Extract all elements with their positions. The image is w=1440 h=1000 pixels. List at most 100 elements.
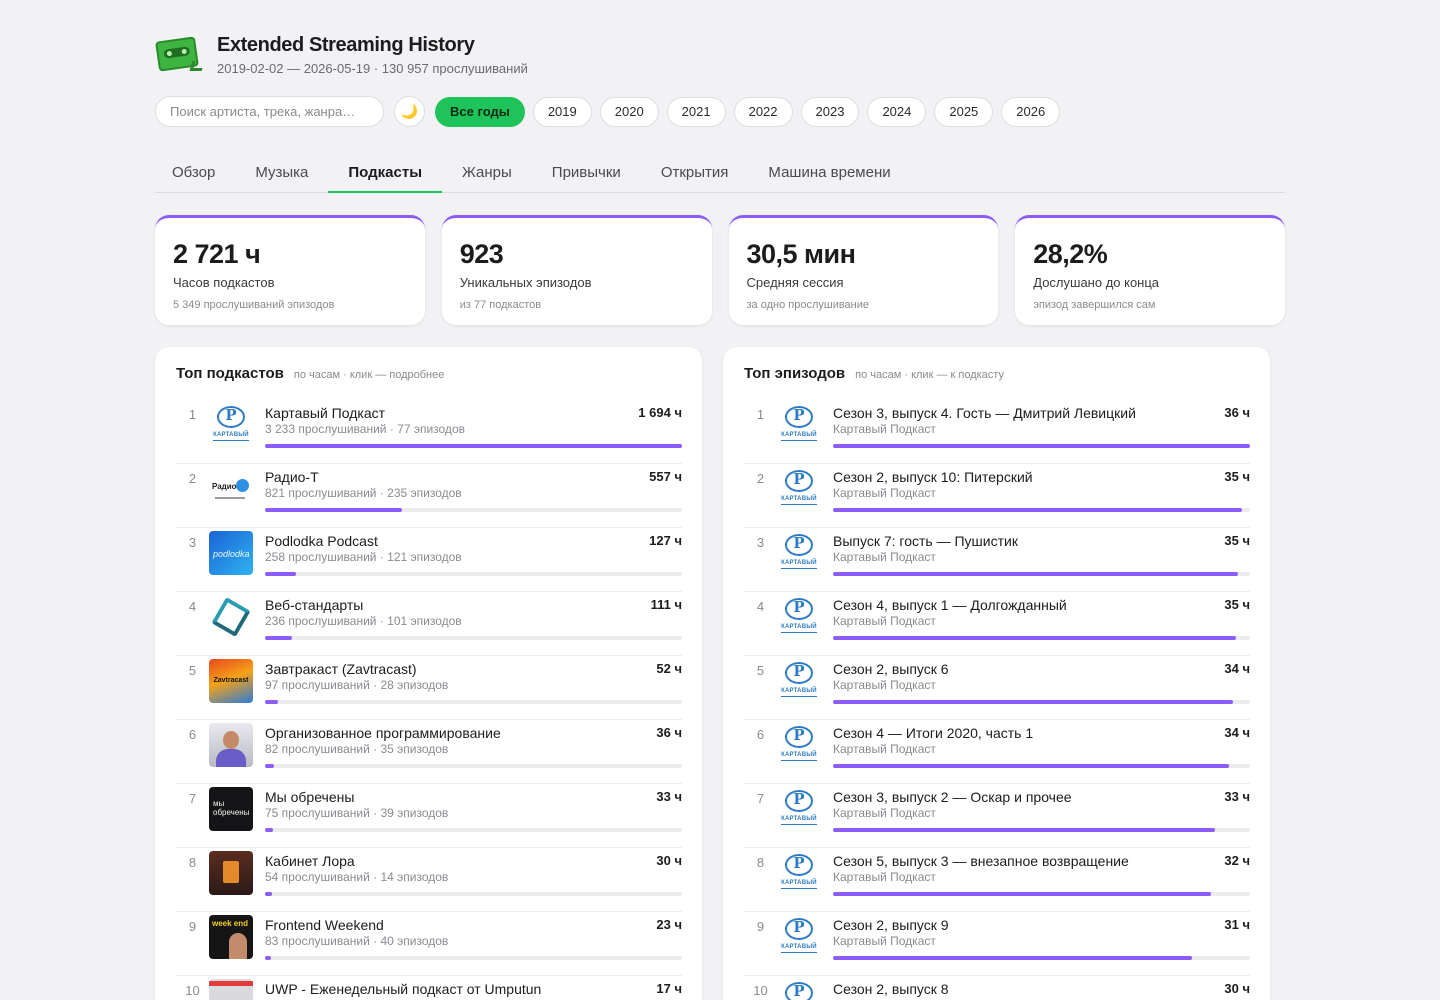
- row-hours: 17 ч: [656, 981, 682, 996]
- year-filter-pill[interactable]: 2024: [867, 96, 927, 127]
- row-hours: 36 ч: [1224, 405, 1250, 420]
- web-standards-cover-hex: [211, 597, 251, 637]
- podcast-row[interactable]: 8 Кабинет Лора 54 прослушиваний · 14 эпизо…: [176, 848, 682, 912]
- podcast-row[interactable]: 5 Zavtracast Завтракаст (Zavtracast) 97 про…: [176, 656, 682, 720]
- episode-row[interactable]: 8 P КАРТАВЫЙ Сезон 5, выпуск 3 — внезапное …: [744, 848, 1250, 912]
- row-info: Сезон 2, выпуск 9 Картавый Подкаст 31 ч: [833, 912, 1250, 975]
- kartavy-cover-ring: [785, 854, 813, 876]
- year-filter-pill[interactable]: 2022: [733, 96, 793, 127]
- year-filter-pill[interactable]: 2025: [934, 96, 994, 127]
- tab-item[interactable]: Музыка: [255, 163, 309, 181]
- kartavy-cover-ring: [785, 470, 813, 492]
- row-title: Сезон 3, выпуск 2 — Оскар и прочее: [833, 789, 1072, 805]
- hours-bar: [265, 892, 682, 896]
- row-info: Сезон 2, выпуск 10: Питерский Картавый По…: [833, 464, 1250, 527]
- hours-bar-fill: [833, 572, 1239, 576]
- row-hours: 35 ч: [1224, 597, 1250, 612]
- podcast-row[interactable]: 1 P КАРТАВЫЙ Картавый Подкаст 3 233 прослуши…: [176, 400, 682, 464]
- row-info: Выпуск 7: гость — Пушистик Картавый Подка…: [833, 528, 1250, 591]
- hours-bar: [265, 956, 682, 960]
- row-info: Сезон 3, выпуск 4. Гость — Дмитрий Левиц…: [833, 400, 1250, 463]
- rank-number: 5: [756, 663, 765, 678]
- kartavy-cover-icon: P КАРТАВЫЙ: [777, 915, 821, 959]
- year-filter-pill[interactable]: Все годы: [435, 96, 525, 127]
- episode-row[interactable]: 1 P КАРТАВЫЙ Сезон 3, выпуск 4. Гость — Дми…: [744, 400, 1250, 464]
- podcast-row[interactable]: 9 week end Frontend Weekend 83 прослушивани…: [176, 912, 682, 976]
- kartavy-cover-lbl: КАРТАВЫЙ: [781, 944, 817, 950]
- my-obrecheny-cover-icon: мы обречены: [209, 787, 253, 831]
- kartavy-cover-ring: [785, 406, 813, 428]
- year-filter-pill[interactable]: 2020: [599, 96, 659, 127]
- podcast-row[interactable]: 6 Организованное программирование 82 просл…: [176, 720, 682, 784]
- kartavy-cover-icon: P КАРТАВЫЙ: [777, 595, 821, 639]
- podcast-row[interactable]: 2 Радио Радио-Т 821 прослушиваний · 235 эпи…: [176, 464, 682, 528]
- row-title: Веб-стандарты: [265, 597, 364, 613]
- hours-bar-fill: [833, 828, 1216, 832]
- rank-number: 4: [188, 599, 197, 614]
- row-meta: Картавый Подкаст: [833, 550, 936, 564]
- row-meta: 83 прослушиваний · 40 эпизодов: [265, 934, 449, 948]
- row-info: Сезон 4, выпуск 1 — Долгожданный Картавый…: [833, 592, 1250, 655]
- year-filter-pill[interactable]: 2021: [666, 96, 726, 127]
- rank-number: 1: [756, 407, 765, 422]
- episode-row[interactable]: 2 P КАРТАВЫЙ Сезон 2, выпуск 10: Питерский К…: [744, 464, 1250, 528]
- rank-number: 9: [188, 919, 197, 934]
- my-obrecheny-cover-t: мы обречены: [213, 799, 250, 817]
- radio-t-cover-icon: Радио: [209, 467, 253, 511]
- rank-number: 10: [753, 983, 768, 998]
- hours-bar-fill: [265, 828, 274, 832]
- podcast-row[interactable]: 10 UWP - Еженедельный подкаст от Umputun 1…: [176, 976, 682, 1000]
- frontend-weekend-cover-t: week end: [212, 919, 249, 928]
- row-hours: 23 ч: [656, 917, 682, 932]
- kartavy-cover-lbl: КАРТАВЫЙ: [781, 880, 817, 886]
- episode-row[interactable]: 9 P КАРТАВЫЙ Сезон 2, выпуск 9 Картавый Подк…: [744, 912, 1250, 976]
- kartavy-cover-p: P: [793, 918, 805, 936]
- episode-row[interactable]: 5 P КАРТАВЫЙ Сезон 2, выпуск 6 Картавый Подк…: [744, 656, 1250, 720]
- tab-item[interactable]: Обзор: [172, 163, 216, 181]
- row-hours: 30 ч: [656, 853, 682, 868]
- row-hours: 1 694 ч: [638, 405, 682, 420]
- tab-item[interactable]: Открытия: [660, 163, 729, 181]
- tab-item[interactable]: Машина времени: [768, 163, 891, 181]
- episode-row[interactable]: 3 P КАРТАВЫЙ Выпуск 7: гость — Пушистик Карт…: [744, 528, 1250, 592]
- kpi-sub: 5 349 прослушиваний эпизодов: [173, 299, 335, 311]
- row-title: Организованное программирование: [265, 725, 501, 741]
- kartavy-cover-ring: [785, 918, 813, 940]
- podcast-row[interactable]: 7 мы обречены Мы обречены 75 прослушиваний …: [176, 784, 682, 848]
- row-title: Frontend Weekend: [265, 917, 384, 933]
- top-episodes-panel: Топ эпизодов по часам · клик — к подкаст…: [723, 347, 1270, 1000]
- kpi-sub: эпизод завершился сам: [1033, 299, 1156, 311]
- tab-item[interactable]: Подкасты: [328, 152, 442, 193]
- kartavy-cover-icon: P КАРТАВЫЙ: [777, 531, 821, 575]
- kartavy-cover-ring: [785, 790, 813, 812]
- kpi-value: 2 721 ч: [173, 239, 261, 269]
- search-input[interactable]: [155, 96, 384, 127]
- kpi-card: 923 Уникальных эпизодов из 77 подкастов: [441, 215, 712, 325]
- row-title: Завтракаст (Zavtracast): [265, 661, 417, 677]
- tab-item[interactable]: Привычки: [551, 163, 621, 181]
- episode-row[interactable]: 4 P КАРТАВЫЙ Сезон 4, выпуск 1 — Долгожданн…: [744, 592, 1250, 656]
- podcast-row[interactable]: 4 Веб-стандарты 236 прослушиваний · 101 эп…: [176, 592, 682, 656]
- rank-number: 1: [188, 407, 197, 422]
- episode-row[interactable]: 7 P КАРТАВЫЙ Сезон 3, выпуск 2 — Оскар и пр…: [744, 784, 1250, 848]
- theme-toggle-moon-icon[interactable]: 🌙: [394, 96, 425, 127]
- row-title: Podlodka Podcast: [265, 533, 378, 549]
- kartavy-cover-lbl: КАРТАВЫЙ: [213, 432, 249, 438]
- row-hours: 34 ч: [1224, 661, 1250, 676]
- row-meta: Картавый Подкаст: [833, 806, 936, 820]
- kartavy-cover-lbl: КАРТАВЫЙ: [781, 560, 817, 566]
- hours-bar: [833, 508, 1250, 512]
- hours-bar-fill: [265, 764, 274, 768]
- row-hours: 33 ч: [656, 789, 682, 804]
- kartavy-cover-ring: [785, 662, 813, 684]
- tab-item[interactable]: Жанры: [462, 163, 512, 181]
- year-filter-pill[interactable]: 2019: [532, 96, 592, 127]
- year-filter-pill[interactable]: 2023: [800, 96, 860, 127]
- row-hours: 111 ч: [650, 597, 682, 612]
- podcast-row[interactable]: 3 podlodka Podlodka Podcast 258 прослушиван…: [176, 528, 682, 592]
- kartavy-cover-p: P: [225, 406, 237, 424]
- year-filter-pill[interactable]: 2026: [1001, 96, 1061, 127]
- frontend-weekend-cover-icon: week end: [209, 915, 253, 959]
